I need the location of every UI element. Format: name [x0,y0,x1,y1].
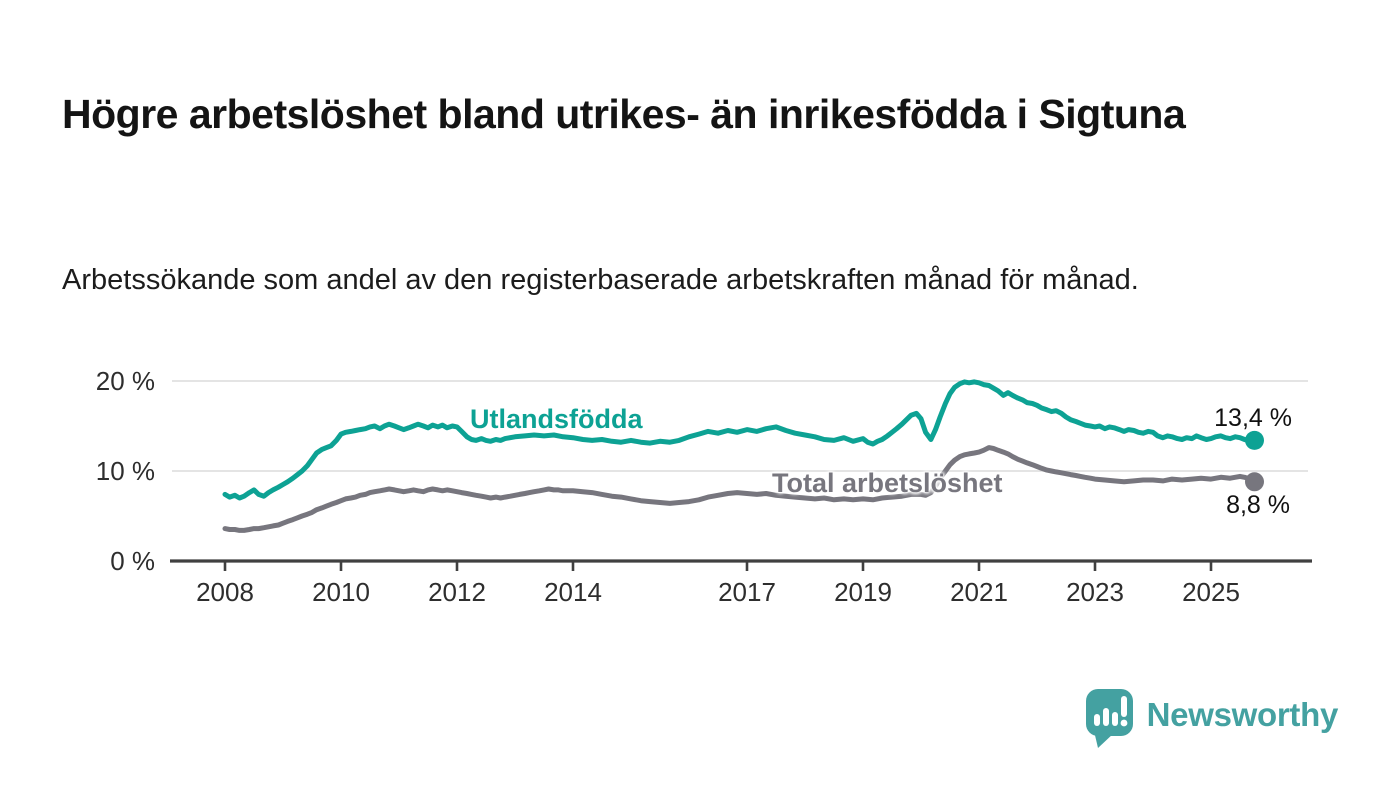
page-title: Högre arbetslöshet bland utrikes- än inr… [62,91,1186,138]
x-tick-label: 2010 [312,577,370,607]
end-value-utlandsfodda: 13,4 % [1214,404,1292,432]
x-tick-label: 2019 [834,577,892,607]
newsworthy-logo: Newsworthy [1085,683,1339,755]
series-end-dot-0 [1245,430,1264,450]
x-tick-label: 2014 [544,577,602,607]
end-value-total-arbetsloshet: 8,8 % [1226,491,1290,519]
y-tick-label: 10 % [95,456,155,486]
series-label-total-arbetsloshet: Total arbetslöshet [772,468,1003,498]
x-tick-label: 2025 [1182,577,1240,607]
y-tick-label: 20 % [95,366,155,396]
x-tick-label: 2012 [428,577,486,607]
series-line-1 [222,445,1257,533]
series-end-dot-1 [1245,472,1264,492]
x-tick-label: 2023 [1066,577,1124,607]
page-subtitle: Arbetssökande som andel av den registerb… [62,264,1139,296]
series-line-0 [222,379,1257,501]
series-label-utlandsfodda: Utlandsfödda [470,404,643,434]
x-tick-label: 2017 [718,577,776,607]
x-tick-label: 2008 [196,577,254,607]
x-tick-label: 2021 [950,577,1008,607]
newsworthy-logo-icon [1085,689,1133,748]
y-tick-label: 0 % [110,546,155,576]
newsworthy-wordmark: Newsworthy [1146,696,1339,733]
